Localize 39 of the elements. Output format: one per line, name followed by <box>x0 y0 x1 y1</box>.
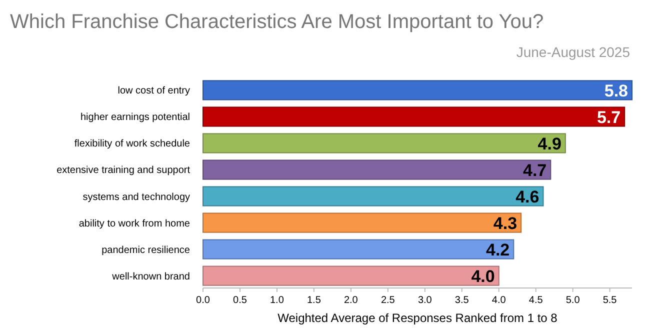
y-tick-label: flexibility of work schedule <box>74 138 190 150</box>
x-tick-label: 0.0 <box>196 295 210 306</box>
y-tick-label: pandemic resilience <box>102 244 190 256</box>
y-tick-label: extensive training and support <box>56 165 190 176</box>
data-label: 4.0 <box>471 266 495 286</box>
y-tick-label: low cost of entry <box>118 86 190 97</box>
data-label: 5.7 <box>596 108 621 127</box>
x-tick-label: 3.0 <box>418 295 432 306</box>
data-label: 4.3 <box>493 214 518 233</box>
bar <box>202 80 632 100</box>
bar <box>202 160 552 180</box>
x-tick-label: 4.5 <box>528 295 544 306</box>
data-label: 4.2 <box>486 240 510 260</box>
x-tick-label: 5.0 <box>566 295 580 306</box>
data-label: 4.6 <box>516 187 540 206</box>
bar <box>202 212 522 233</box>
x-tick-label: 4.0 <box>492 295 506 306</box>
bar <box>202 186 544 206</box>
bar <box>202 239 514 260</box>
x-tick-label: 2.5 <box>380 295 396 306</box>
x-tick-label: 1.5 <box>306 295 322 306</box>
y-tick-label: ability to work from home <box>78 218 190 230</box>
x-tick-label: 5.5 <box>602 295 618 306</box>
x-tick-label: 2.0 <box>344 295 358 306</box>
bar <box>202 106 626 127</box>
x-tick-label: 0.5 <box>233 295 248 306</box>
data-label: 5.8 <box>604 81 628 100</box>
bar <box>202 133 566 154</box>
chart-title: Which Franchise Characteristics Are Most Important to You? <box>10 11 544 33</box>
bar <box>202 266 500 286</box>
x-tick-label: 1.0 <box>270 295 284 306</box>
y-tick-label: well-known brand <box>111 271 190 282</box>
y-tick-label: systems and technology <box>82 192 190 203</box>
chart-subtitle: June-August 2025 <box>516 44 630 60</box>
data-label: 4.7 <box>522 160 547 180</box>
data-label: 4.9 <box>538 134 562 154</box>
x-tick-label: 3.5 <box>454 295 470 306</box>
x-axis-title: Weighted Average of Responses Ranked from 1 to 8 <box>278 311 558 325</box>
y-tick-label: higher earnings potential <box>80 112 190 124</box>
